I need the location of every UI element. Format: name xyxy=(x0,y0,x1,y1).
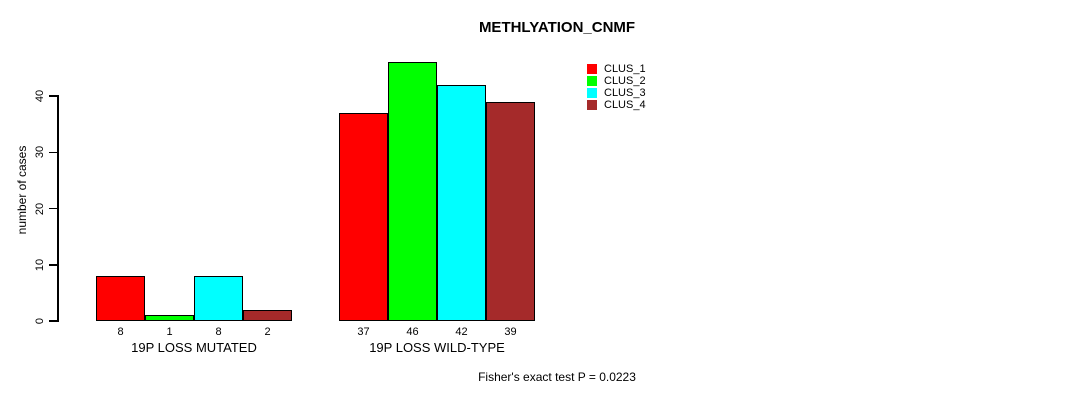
legend-item: CLUS_2 xyxy=(587,74,646,87)
y-tick xyxy=(49,207,57,210)
bar-clus_1 xyxy=(96,276,145,321)
y-tick xyxy=(49,95,57,97)
bar-clus_4 xyxy=(486,101,535,321)
bar-clus_2 xyxy=(388,62,437,321)
y-axis-label: number of cases xyxy=(15,145,29,235)
legend-item: CLUS_1 xyxy=(587,62,646,75)
bar-clus_3 xyxy=(437,84,486,321)
bar-value-label: 39 xyxy=(504,326,517,338)
bar-clus_4 xyxy=(243,309,292,321)
legend-swatch xyxy=(587,76,597,86)
x-category-label: 19P LOSS MUTATED xyxy=(131,340,257,355)
y-tick-label: 40 xyxy=(34,89,46,103)
bar-value-label: 8 xyxy=(117,326,124,338)
bar-value-label: 8 xyxy=(215,326,222,338)
bar-value-label: 42 xyxy=(455,326,468,338)
bar-clus_3 xyxy=(194,276,243,321)
bar-clus_1 xyxy=(339,112,388,321)
legend-swatch xyxy=(587,100,597,110)
bar-value-label: 2 xyxy=(264,326,271,338)
legend-swatch xyxy=(587,88,597,98)
y-tick xyxy=(49,320,57,322)
y-tick-label: 0 xyxy=(34,317,46,325)
chart-title: METHLYATION_CNMF xyxy=(478,19,636,36)
y-tick-label: 30 xyxy=(34,146,46,159)
legend-item: CLUS_4 xyxy=(587,98,646,111)
legend-label: CLUS_1 xyxy=(604,62,646,75)
bar-value-label: 1 xyxy=(166,326,173,338)
legend-label: CLUS_3 xyxy=(604,86,646,99)
y-tick xyxy=(49,264,57,266)
fisher-test-annotation: Fisher's exact test P = 0.0223 xyxy=(478,370,636,384)
y-tick-label: 10 xyxy=(34,258,46,271)
y-tick xyxy=(49,151,57,153)
legend-swatch xyxy=(587,64,597,74)
y-tick-label: 20 xyxy=(34,202,46,215)
y-axis-line xyxy=(57,95,59,322)
bar-value-label: 37 xyxy=(357,326,370,338)
legend-item: CLUS_3 xyxy=(587,86,646,99)
bar-value-label: 46 xyxy=(406,326,419,338)
bar-clus_2 xyxy=(145,315,194,321)
legend-label: CLUS_4 xyxy=(604,98,646,111)
x-category-label: 19P LOSS WILD-TYPE xyxy=(369,340,505,355)
legend-label: CLUS_2 xyxy=(604,74,646,87)
